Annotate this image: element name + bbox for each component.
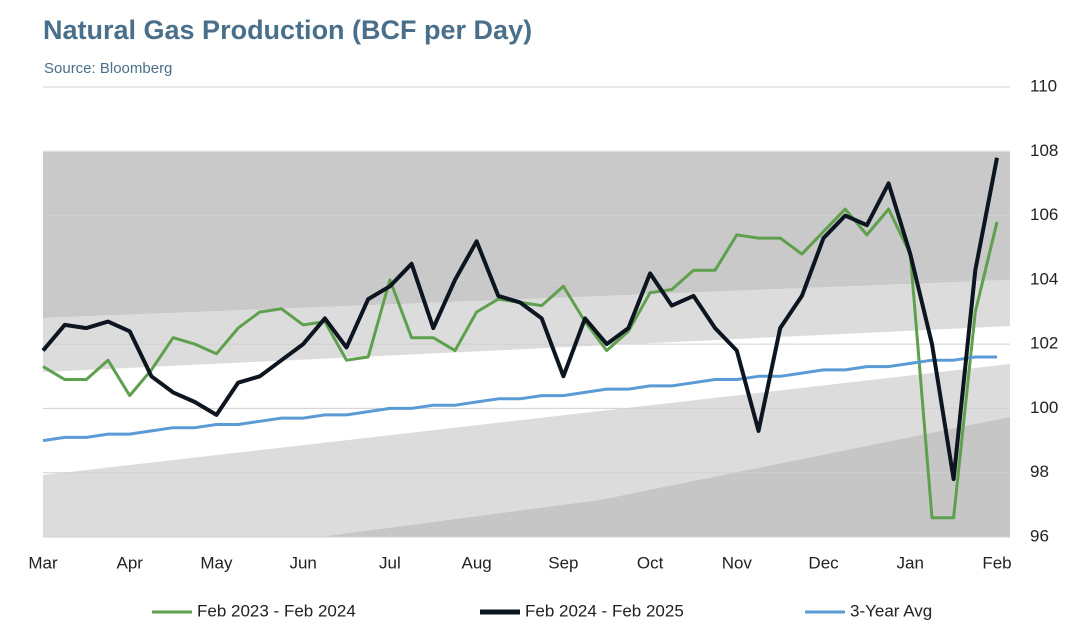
x-tick-label: Oct — [637, 553, 664, 572]
x-tick-label: Aug — [462, 553, 492, 572]
y-tick-label: 98 — [1030, 462, 1049, 481]
band-dark-bottom — [320, 417, 1010, 537]
range-bands — [43, 152, 1010, 537]
x-tick-label: Apr — [116, 553, 143, 572]
y-tick-label: 104 — [1030, 269, 1058, 288]
x-tick-label: Nov — [722, 553, 753, 572]
series-line — [42, 355, 997, 443]
y-tick-label: 102 — [1030, 334, 1058, 353]
series-line — [41, 157, 999, 482]
x-tick-label: Mar — [28, 553, 58, 572]
x-tick-label: Sep — [548, 553, 578, 572]
x-tick-label: Feb — [982, 553, 1011, 572]
y-tick-label: 110 — [1030, 76, 1057, 95]
x-tick-label: Jul — [379, 553, 401, 572]
x-tick-label: May — [200, 553, 233, 572]
band-dark-top — [43, 152, 1010, 318]
legend-label: Feb 2023 - Feb 2024 — [197, 601, 356, 620]
legend-label: Feb 2024 - Feb 2025 — [525, 601, 684, 620]
y-tick-label: 96 — [1030, 526, 1049, 545]
band-light-top — [43, 280, 1010, 372]
x-tick-label: Jun — [289, 553, 316, 572]
chart-subtitle: Source: Bloomberg — [44, 60, 172, 77]
chart-title: Natural Gas Production (BCF per Day) — [43, 15, 532, 45]
x-tick-label: Jan — [897, 553, 924, 572]
legend: Feb 2023 - Feb 2024 Feb 2024 - Feb 2025 3-… — [152, 601, 932, 620]
y-tick-label: 108 — [1030, 141, 1058, 160]
y-tick-label: 100 — [1030, 398, 1058, 417]
legend-label: 3-Year Avg — [850, 601, 932, 620]
x-tick-label: Dec — [808, 553, 839, 572]
y-tick-label: 106 — [1030, 205, 1058, 224]
